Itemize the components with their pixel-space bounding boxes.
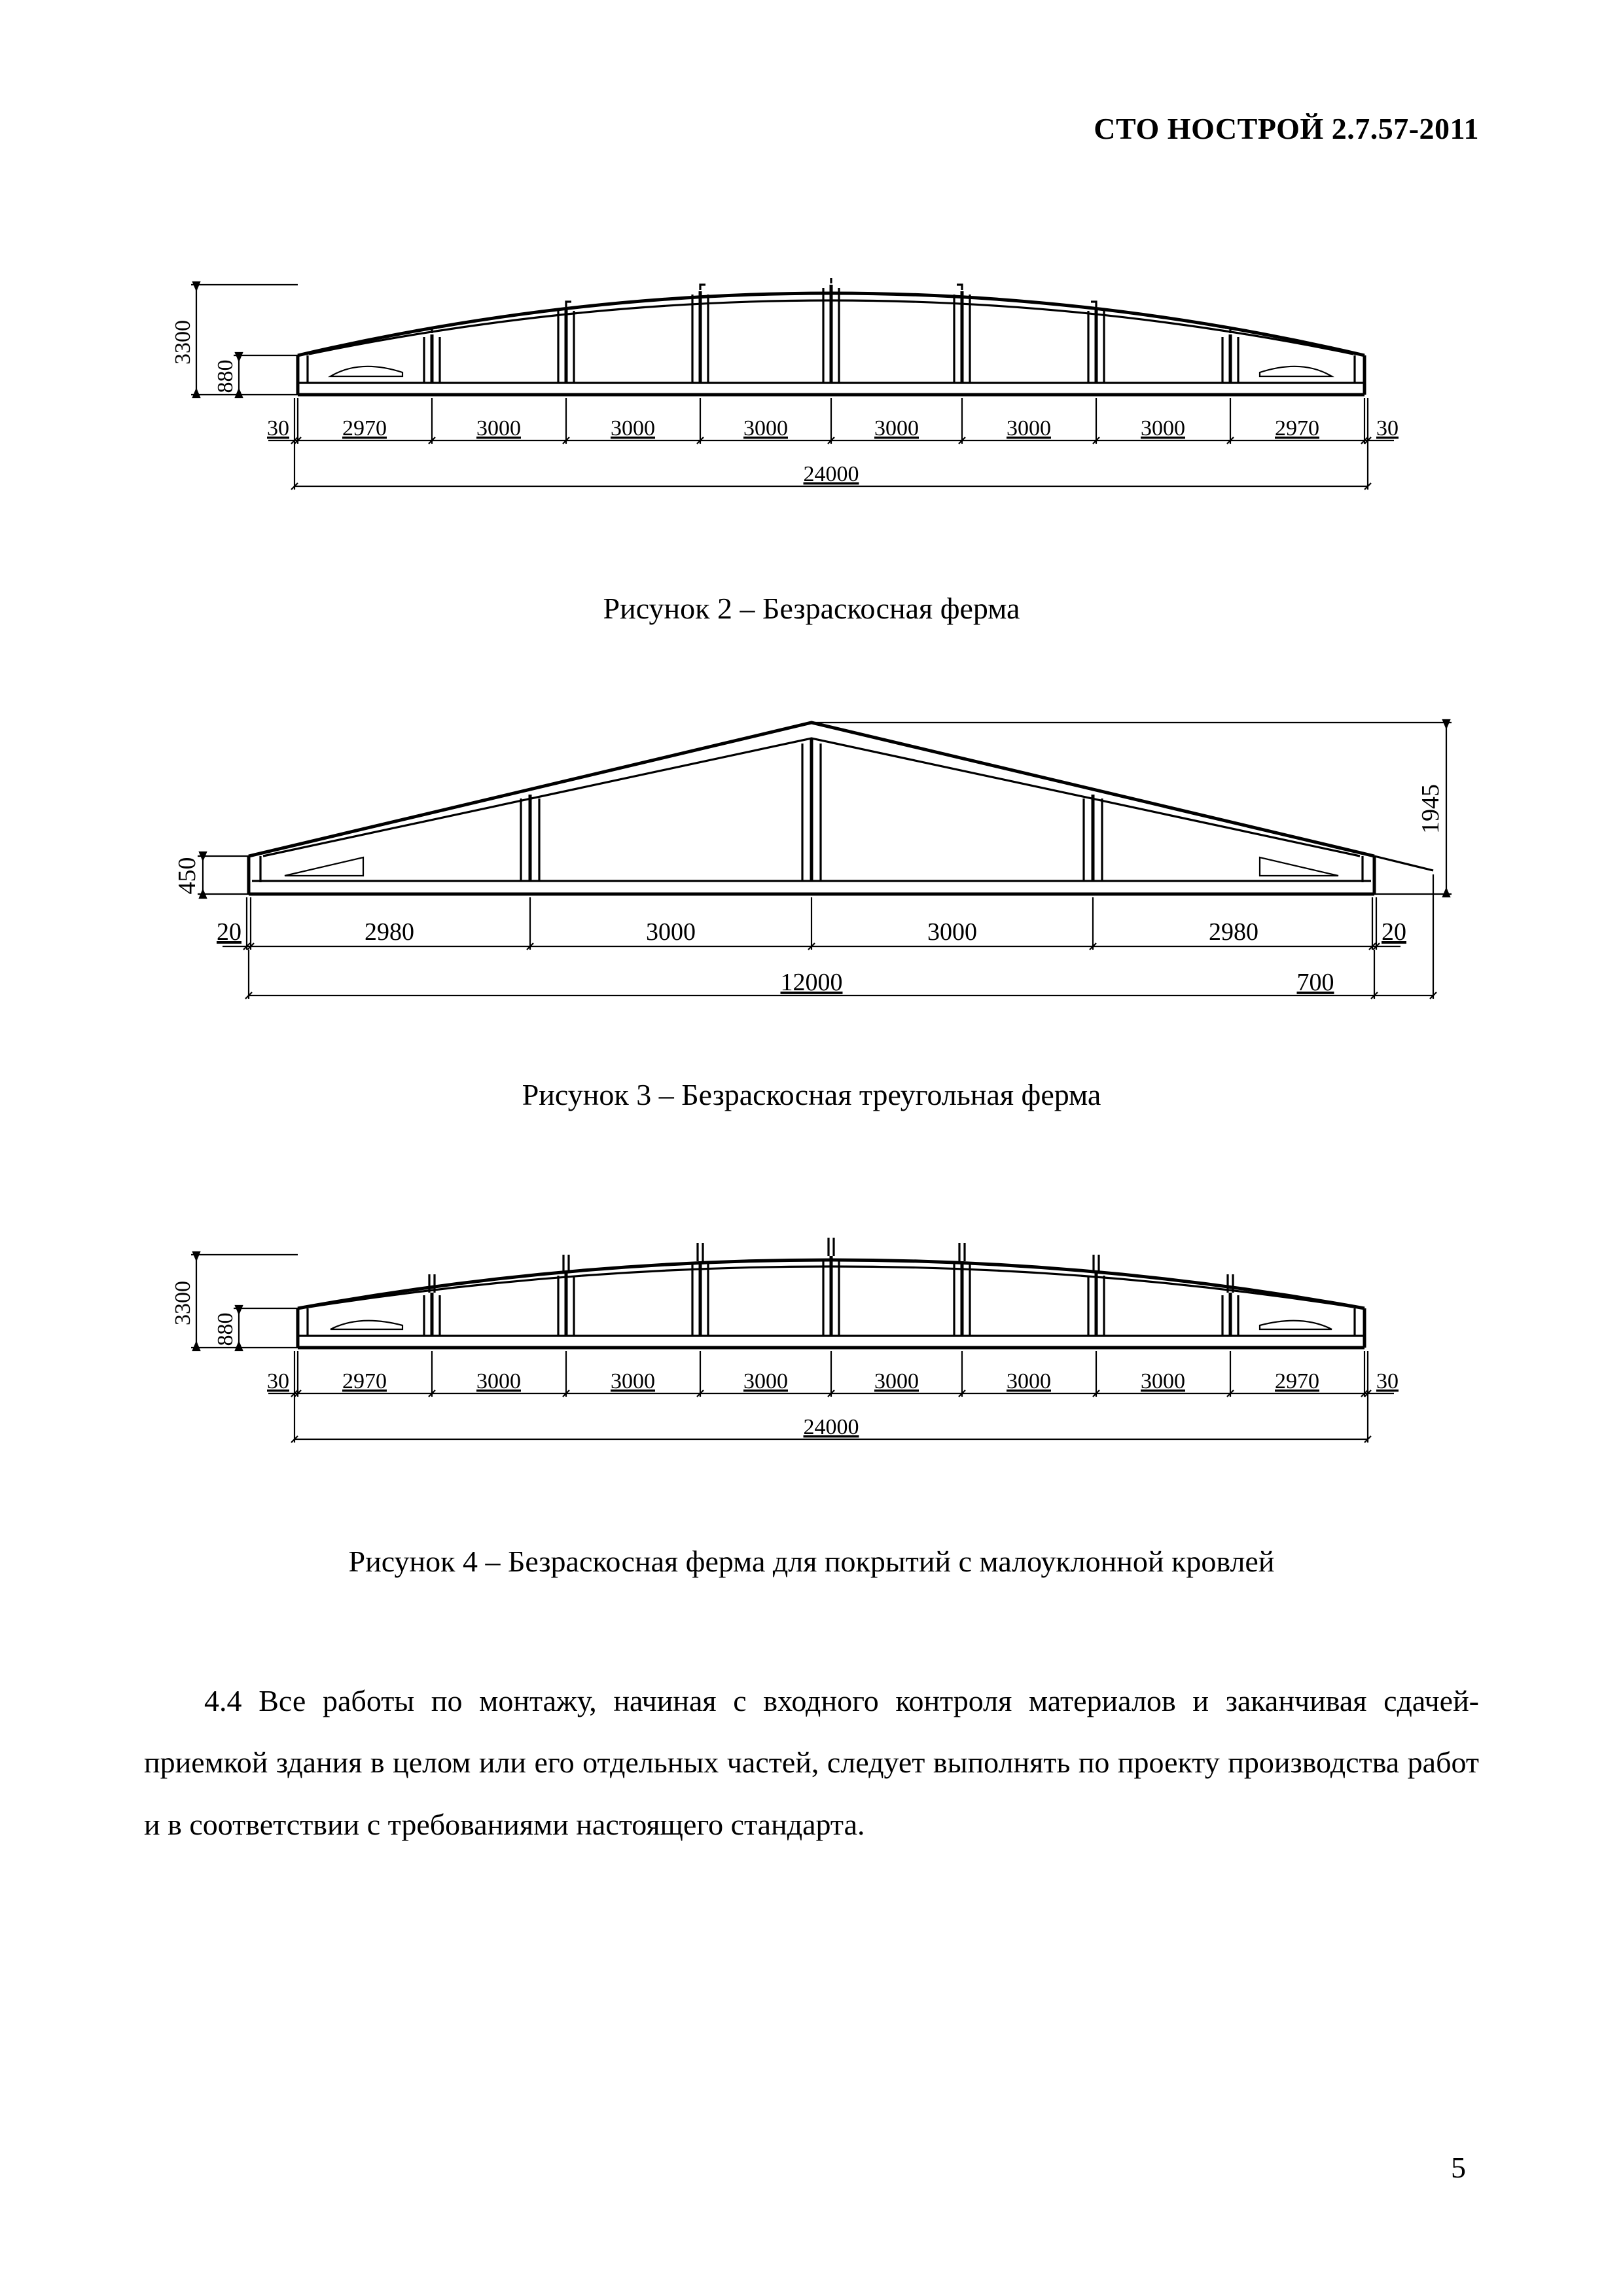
dim: 30 [1376,416,1399,440]
dim: 2970 [1275,416,1319,440]
dim: 30 [267,416,289,440]
figure-4-caption: Рисунок 4 – Безраскосная ферма для покры… [144,1544,1479,1579]
figure-3-caption: Рисунок 3 – Безраскосная треугольная фер… [144,1077,1479,1112]
figure-4: 3300 880 30 2970 3000 3000 [144,1177,1479,1579]
dim: 20 [1382,918,1406,946]
dim: 30 [1376,1369,1399,1393]
figure-2-caption: Рисунок 2 – Безраскосная ферма [144,591,1479,626]
figure-2: 3300 880 30 2970 [144,224,1479,626]
dim: 3000 [1141,1369,1185,1393]
dim-880: 880 [213,360,238,393]
dim-total: 24000 [804,462,859,486]
dim-total: 24000 [804,1415,859,1439]
figure-3: 450 1945 20 [144,685,1479,1112]
paragraph-4-4: 4.4 Все работы по монтажу, начиная с вхо… [144,1670,1479,1856]
dim: 3000 [874,1369,919,1393]
dim-total: 12000 [781,969,843,996]
dim: 2970 [342,416,387,440]
dim: 3000 [1141,416,1185,440]
dim: 3000 [476,1369,521,1393]
dim: 3000 [927,918,977,946]
dim: 3000 [646,918,696,946]
dim: 3000 [874,416,919,440]
dim-3300: 3300 [171,1281,195,1325]
dim: 3000 [611,416,655,440]
dim-450: 450 [173,857,201,895]
dim: 2970 [1275,1369,1319,1393]
dim-880: 880 [213,1313,238,1346]
dim: 30 [267,1369,289,1393]
dim: 3000 [1007,1369,1051,1393]
dim: 3000 [743,416,788,440]
dim: 2980 [365,918,414,946]
dim: 2970 [342,1369,387,1393]
dim: 3000 [1007,416,1051,440]
page-number: 5 [1451,2150,1466,2185]
dim-3300: 3300 [171,320,195,365]
dim: 3000 [611,1369,655,1393]
doc-code: СТО НОСТРОЙ 2.7.57-2011 [144,111,1479,146]
dim: 3000 [476,416,521,440]
dim: 3000 [743,1369,788,1393]
dim-700: 700 [1297,969,1334,996]
dim: 20 [217,918,241,946]
dim: 2980 [1209,918,1258,946]
dim-1945: 1945 [1417,784,1444,834]
